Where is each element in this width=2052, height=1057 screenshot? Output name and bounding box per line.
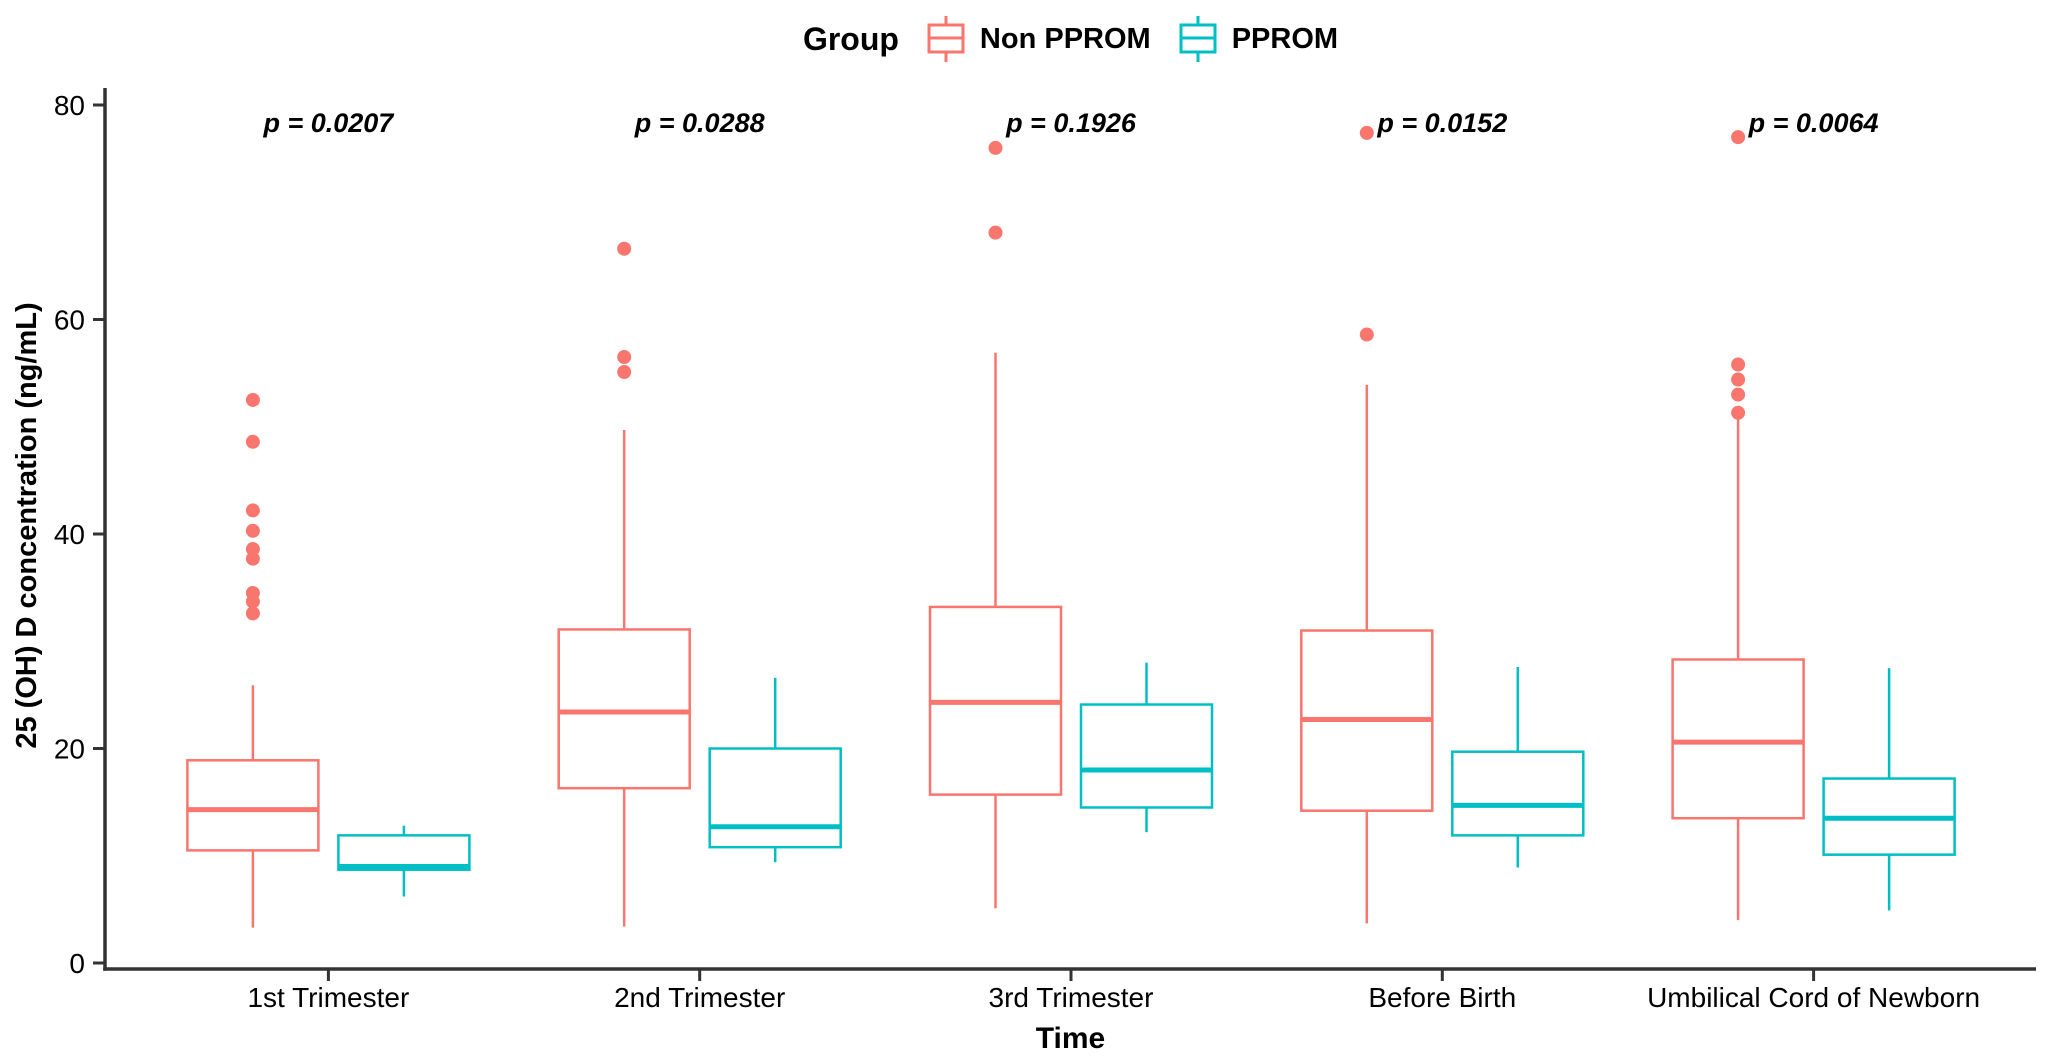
outlier-point xyxy=(988,140,1003,155)
legend-label-pprom: PPROM xyxy=(1231,22,1339,55)
outlier-point xyxy=(1731,357,1746,372)
y-axis-title: 25 (OH) D concentration (ng/mL) xyxy=(11,302,43,748)
outlier-point xyxy=(245,594,260,609)
outlier-point xyxy=(617,241,632,256)
legend: Group Non PPROM PPROM xyxy=(105,8,2036,70)
x-tick-label-3rd-trimester: 3rd Trimester xyxy=(989,982,1154,1013)
y-tick-label: 20 xyxy=(54,734,85,765)
legend-item-non-pprom: Non PPROM xyxy=(925,14,1151,64)
p-value-label: p = 0.0207 xyxy=(262,108,395,138)
outlier-point xyxy=(617,350,632,365)
x-tick-label-1st-trimester: 1st Trimester xyxy=(247,982,409,1013)
outlier-point xyxy=(1731,387,1746,402)
outlier-point xyxy=(245,503,260,518)
box-non-pprom-2nd-trimester xyxy=(557,628,691,790)
box-pprom-3rd-trimester xyxy=(1079,703,1214,809)
box-pprom-2nd-trimester xyxy=(708,747,842,849)
y-tick-label: 0 xyxy=(69,948,85,979)
outlier-point xyxy=(245,606,260,621)
p-value-label: p = 0.0288 xyxy=(634,108,765,138)
outlier-point xyxy=(1359,327,1374,342)
p-value-label: p = 0.0152 xyxy=(1376,108,1507,138)
box-non-pprom-umbilical-cord-of-newborn xyxy=(1671,658,1805,820)
outlier-point xyxy=(988,225,1003,240)
outlier-point xyxy=(245,551,260,566)
y-tick-label: 80 xyxy=(54,90,85,121)
boxplot-key-icon-pprom xyxy=(1179,16,1217,62)
box-pprom-1st-trimester xyxy=(337,834,471,871)
outlier-point xyxy=(245,523,260,538)
legend-title: Group xyxy=(802,20,899,57)
legend-label-non-pprom: Non PPROM xyxy=(979,22,1151,55)
box-non-pprom-1st-trimester xyxy=(186,759,320,852)
x-tick-label-before-birth: Before Birth xyxy=(1368,982,1516,1013)
x-tick-label-2nd-trimester: 2nd Trimester xyxy=(614,982,785,1013)
outlier-point xyxy=(1731,372,1746,387)
outlier-point xyxy=(1731,130,1746,145)
outlier-point xyxy=(245,542,260,557)
outlier-point xyxy=(1359,125,1374,140)
p-value-label: p = 0.1926 xyxy=(1005,108,1137,138)
p-value-label: p = 0.0064 xyxy=(1748,108,1879,138)
outlier-point xyxy=(245,392,260,407)
outlier-point xyxy=(1731,405,1746,420)
y-tick-label: 40 xyxy=(54,519,85,550)
boxplot-key-icon-non-pprom xyxy=(927,16,965,62)
outlier-point xyxy=(617,365,632,380)
outlier-point xyxy=(245,434,260,449)
y-tick-label: 60 xyxy=(54,305,85,336)
legend-item-pprom: PPROM xyxy=(1177,14,1338,64)
x-tick-label-umbilical-cord-of-newborn: Umbilical Cord of Newborn xyxy=(1647,982,1980,1013)
box-pprom-before-birth xyxy=(1451,750,1585,837)
x-axis-title: Time xyxy=(1036,1022,1105,1055)
